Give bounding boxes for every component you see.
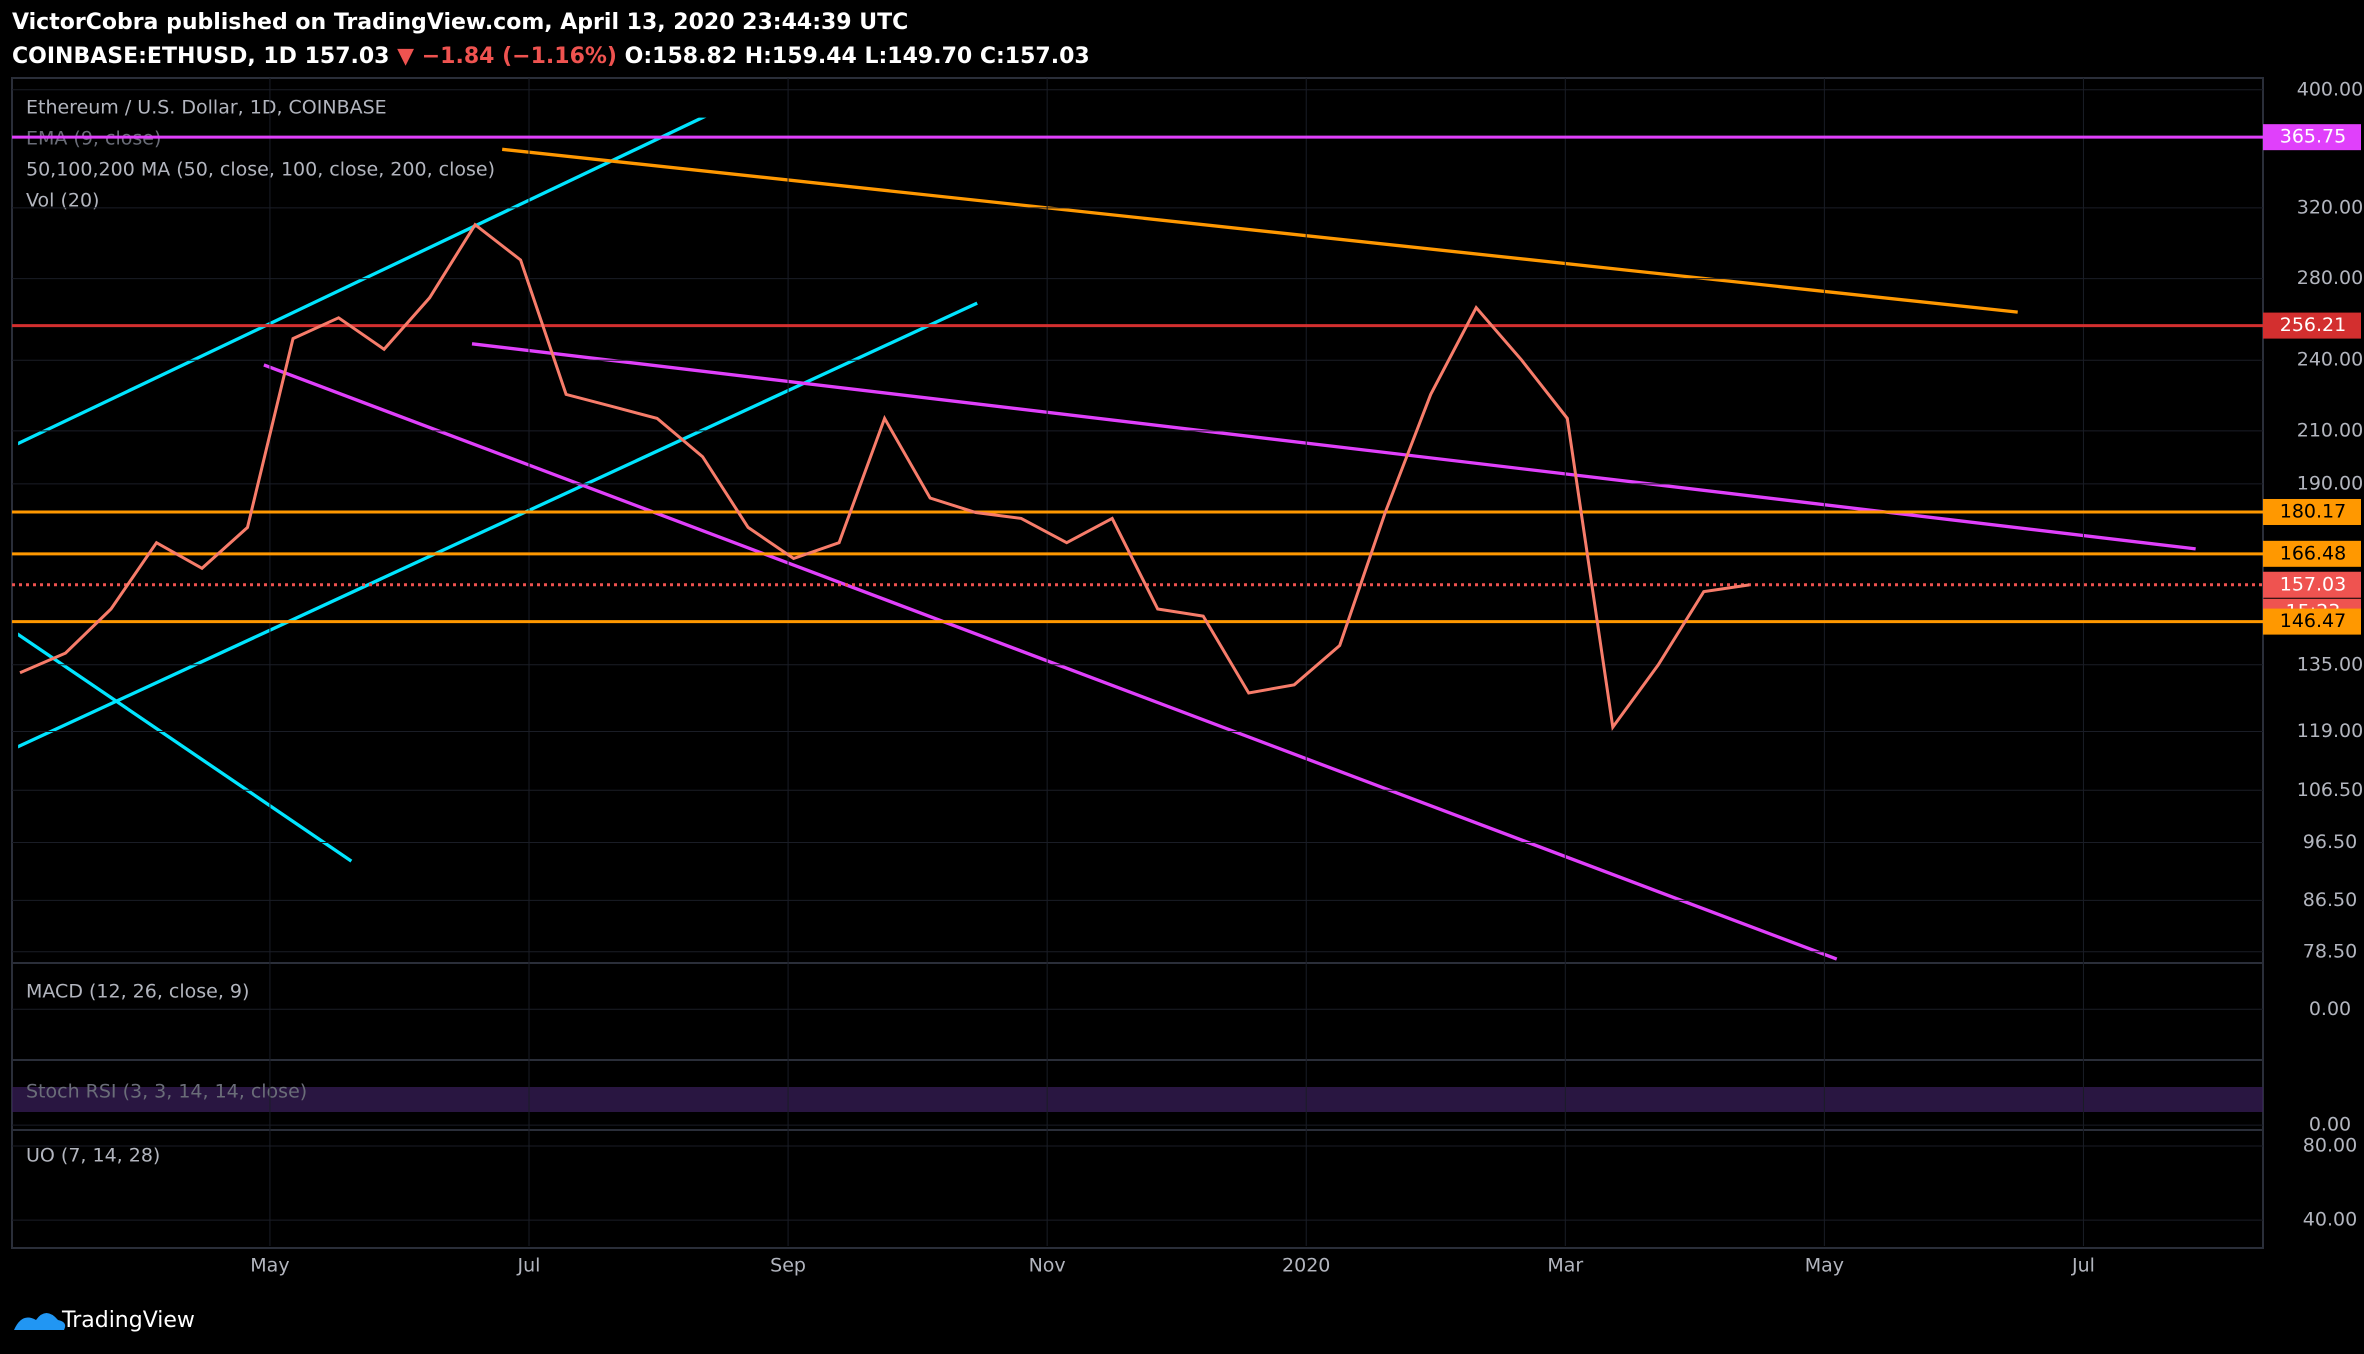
- trendline: [18, 117, 707, 446]
- y-tick-label: 86.50: [2303, 889, 2357, 911]
- price-tag: [2263, 608, 2361, 635]
- price-tag: [2263, 571, 2361, 598]
- trendline: [18, 301, 978, 749]
- y-tick-label: 78.50: [2303, 940, 2357, 962]
- logo: TradingView: [14, 1308, 195, 1333]
- pane-title: Stoch RSI (3, 3, 14, 14, close): [26, 1081, 307, 1103]
- x-tick-label: 2020: [1282, 1255, 1330, 1277]
- y-tick-label: 0.00: [2309, 998, 2351, 1020]
- y-tick-label: 135.00: [2297, 653, 2363, 675]
- y-tick-label: 210.00: [2297, 419, 2363, 441]
- brand: TradingView: [61, 1308, 195, 1333]
- header: VictorCobra published on TradingView.com…: [12, 6, 1090, 74]
- stoch-band: [12, 1087, 2263, 1112]
- price-tag: [2263, 498, 2361, 525]
- y-tick-label: 40.00: [2303, 1209, 2357, 1231]
- y-tick-label: 320.00: [2297, 196, 2363, 218]
- trendline: [501, 147, 2018, 314]
- x-tick-label: May: [1805, 1255, 1844, 1277]
- ohlc: O:158.82 H:159.44 L:149.70 C:157.03: [624, 44, 1090, 69]
- price-tag: [2263, 124, 2361, 151]
- x-tick-label: Jul: [517, 1255, 541, 1277]
- symbol: COINBASE:ETHUSD, 1D: [12, 44, 297, 69]
- y-tick-label: 106.50: [2297, 779, 2363, 801]
- price-tag-label: 180.17: [2280, 500, 2346, 522]
- price-tag-label: 157.03: [2280, 573, 2346, 595]
- trendlines: [18, 117, 2196, 961]
- x-tick-label: Nov: [1029, 1255, 1066, 1277]
- price-tag-label: 166.48: [2280, 542, 2346, 564]
- price-tag-label: 365.75: [2280, 126, 2346, 148]
- price-tag: [2263, 312, 2361, 339]
- legend-title: Ethereum / U.S. Dollar, 1D, COINBASE: [26, 97, 387, 119]
- y-tick-label: 80.00: [2303, 1134, 2357, 1156]
- x-tick-label: Sep: [770, 1255, 806, 1277]
- symbol-line: COINBASE:ETHUSD, 1D 157.03 ▼ −1.84 (−1.1…: [12, 40, 1090, 74]
- legend-indicator: 50,100,200 MA (50, close, 100, close, 20…: [26, 159, 495, 181]
- price-line: [19, 222, 1750, 731]
- pane-title: UO (7, 14, 28): [26, 1145, 160, 1167]
- price-tag-label: 256.21: [2280, 314, 2346, 336]
- publisher: VictorCobra published on TradingView.com…: [12, 10, 909, 35]
- y-tick-label: 0.00: [2309, 1114, 2351, 1136]
- last-price: 157.03: [304, 44, 390, 69]
- trendline: [18, 632, 353, 863]
- x-tick-label: May: [250, 1255, 289, 1277]
- legend-indicator: Vol (20): [26, 190, 99, 212]
- change: ▼ −1.84 (−1.16%): [397, 44, 617, 69]
- y-tick-label: 190.00: [2297, 472, 2363, 494]
- plot-frame: [11, 77, 2264, 1249]
- y-tick-label: 240.00: [2297, 349, 2363, 371]
- y-tick-label: 400.00: [2297, 78, 2363, 100]
- trendline: [263, 363, 1838, 961]
- price-tag: [2263, 540, 2361, 567]
- y-tick-label: 96.50: [2303, 831, 2357, 853]
- logo-icon: [14, 1313, 66, 1330]
- x-tick-label: Mar: [1547, 1255, 1583, 1277]
- trendline: [471, 342, 2196, 551]
- price-tag-label: 146.47: [2280, 610, 2346, 632]
- y-tick-label: 280.00: [2297, 267, 2363, 289]
- x-tick-label: Jul: [2071, 1255, 2095, 1277]
- pane-title: MACD (12, 26, close, 9): [26, 981, 249, 1003]
- y-tick-label: 119.00: [2297, 720, 2363, 742]
